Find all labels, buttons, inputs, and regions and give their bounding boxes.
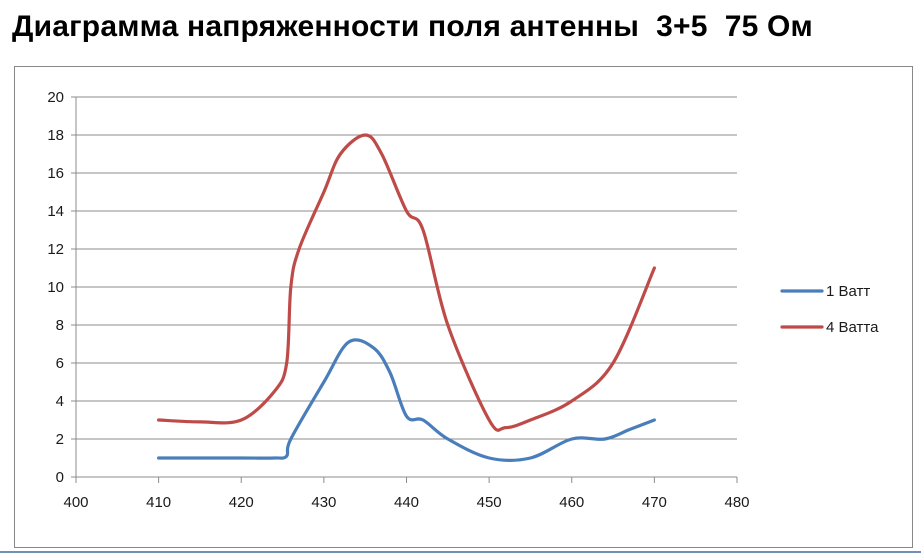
y-tick-label: 16 bbox=[47, 165, 64, 182]
x-tick-label: 430 bbox=[311, 494, 336, 511]
y-tick-label: 14 bbox=[47, 203, 64, 220]
y-tick-label: 8 bbox=[56, 317, 64, 334]
y-tick-label: 18 bbox=[47, 127, 64, 144]
y-tick-label: 10 bbox=[47, 279, 64, 296]
x-axis-tick-labels: 400 410 420 430 440 450 460 470 480 bbox=[63, 494, 749, 511]
x-tick-label: 420 bbox=[229, 494, 254, 511]
y-tick-label: 20 bbox=[47, 89, 64, 106]
x-tick-label: 400 bbox=[63, 494, 88, 511]
axes bbox=[71, 96, 738, 483]
y-axis-tick-labels: 0 2 4 6 8 10 12 14 16 18 20 bbox=[47, 89, 64, 486]
y-tick-label: 4 bbox=[56, 393, 64, 410]
divider bbox=[0, 551, 921, 553]
legend-label-2: 4 Ватта bbox=[826, 319, 879, 336]
y-tick-label: 2 bbox=[56, 431, 64, 448]
gridlines bbox=[76, 96, 737, 440]
series-line-2 bbox=[157, 133, 656, 432]
y-tick-label: 6 bbox=[56, 355, 64, 372]
y-tick-label: 0 bbox=[56, 469, 64, 486]
x-tick-label: 470 bbox=[642, 494, 667, 511]
legend-label-1: 1 Ватт bbox=[826, 283, 870, 300]
x-tick-label: 440 bbox=[394, 494, 419, 511]
series-lines bbox=[157, 133, 656, 462]
y-tick-label: 12 bbox=[47, 241, 64, 258]
chart-title: Диаграмма напряженности поля антенны 3+5… bbox=[12, 10, 813, 43]
x-tick-label: 450 bbox=[477, 494, 502, 511]
x-tick-label: 480 bbox=[724, 494, 749, 511]
series-line-1 bbox=[157, 338, 656, 462]
x-tick-label: 410 bbox=[146, 494, 171, 511]
x-tick-label: 460 bbox=[559, 494, 584, 511]
legend: 1 Ватт 4 Ватта bbox=[780, 283, 879, 336]
chart-area bbox=[14, 66, 913, 548]
